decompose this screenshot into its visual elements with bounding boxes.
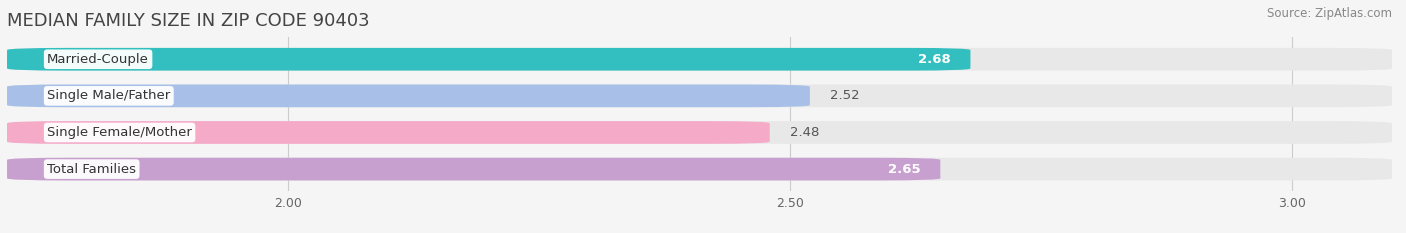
FancyBboxPatch shape <box>7 158 941 180</box>
FancyBboxPatch shape <box>7 121 769 144</box>
Text: Total Families: Total Families <box>48 163 136 176</box>
Text: 2.48: 2.48 <box>790 126 820 139</box>
FancyBboxPatch shape <box>7 48 970 71</box>
Text: 2.65: 2.65 <box>887 163 921 176</box>
Text: 2.68: 2.68 <box>918 53 950 66</box>
Text: Married-Couple: Married-Couple <box>48 53 149 66</box>
FancyBboxPatch shape <box>7 158 1392 180</box>
Text: Single Male/Father: Single Male/Father <box>48 89 170 102</box>
Text: Single Female/Mother: Single Female/Mother <box>48 126 193 139</box>
Text: MEDIAN FAMILY SIZE IN ZIP CODE 90403: MEDIAN FAMILY SIZE IN ZIP CODE 90403 <box>7 12 370 30</box>
FancyBboxPatch shape <box>7 85 1392 107</box>
FancyBboxPatch shape <box>7 48 1392 71</box>
FancyBboxPatch shape <box>7 85 810 107</box>
Text: Source: ZipAtlas.com: Source: ZipAtlas.com <box>1267 7 1392 20</box>
FancyBboxPatch shape <box>7 121 1392 144</box>
Text: 2.52: 2.52 <box>830 89 859 102</box>
